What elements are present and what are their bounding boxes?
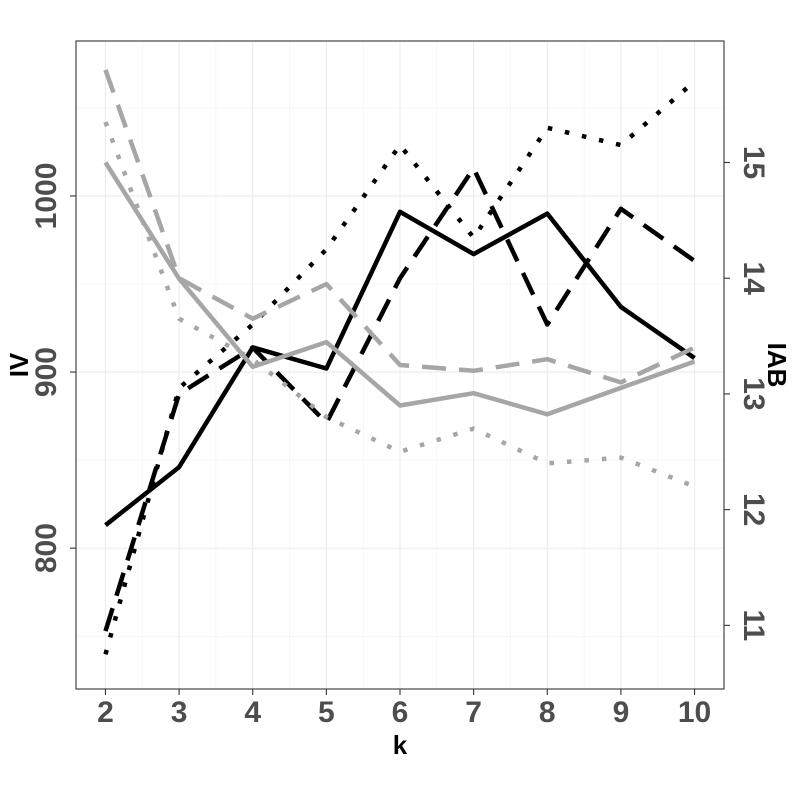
axis-ticks: 2 3 4 5 6 7 8 9 10 800 900 1000 11 12 13 14 15	[30, 146, 770, 729]
x-tick-label: 8	[539, 696, 556, 729]
x-tick-label: 7	[465, 696, 482, 729]
right-y-tick-label: 13	[737, 377, 770, 410]
left-y-tick-label: 1000	[30, 163, 63, 230]
right-y-tick-label: 15	[737, 146, 770, 179]
left-y-axis-title: IV	[4, 352, 34, 377]
x-tick-label: 6	[392, 696, 409, 729]
x-tick-label: 9	[613, 696, 630, 729]
series-layer	[103, 69, 696, 655]
series-line-5	[103, 69, 696, 385]
x-tick-label: 2	[97, 696, 114, 729]
right-y-axis-title: IAB	[762, 343, 792, 388]
x-tick-label: 5	[318, 696, 335, 729]
x-tick-label: 3	[171, 696, 188, 729]
left-y-tick-label: 800	[30, 523, 63, 573]
x-tick-label: 10	[678, 696, 711, 729]
series-line-4	[103, 161, 696, 417]
x-axis-title: k	[393, 730, 408, 760]
series-line-2	[103, 166, 696, 632]
left-y-tick-label: 900	[30, 347, 63, 397]
series-line-1	[104, 209, 696, 527]
right-y-tick-label: 12	[737, 493, 770, 526]
right-y-tick-label: 11	[737, 609, 770, 641]
right-y-tick-label: 14	[737, 262, 770, 296]
x-tick-label: 4	[244, 696, 261, 729]
